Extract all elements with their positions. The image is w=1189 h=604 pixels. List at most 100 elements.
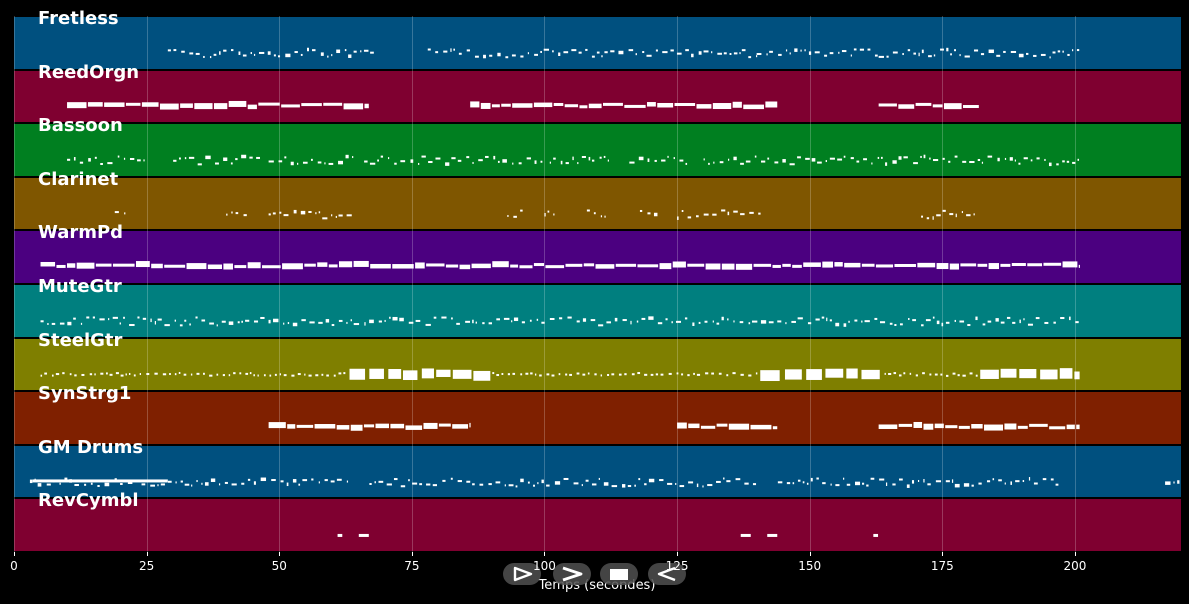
note-event (400, 485, 406, 488)
note-event (408, 321, 414, 324)
note-event (822, 481, 826, 484)
track-reedorgn[interactable]: ReedOrgn (14, 62, 1181, 124)
track-mutegtr[interactable]: MuteGtr (14, 276, 1181, 338)
note-event (253, 320, 259, 323)
note-event (981, 161, 984, 164)
note-event (164, 265, 186, 269)
note-events (67, 100, 979, 110)
note-event (729, 53, 732, 56)
note-event (247, 104, 257, 109)
note-event (654, 160, 657, 163)
note-event (197, 163, 202, 166)
note-event (920, 156, 922, 159)
note-event (885, 162, 888, 167)
note-event (577, 162, 579, 165)
note-event (598, 324, 604, 327)
note-event (660, 373, 664, 376)
rewind-button[interactable] (648, 563, 686, 585)
note-event (1062, 160, 1065, 163)
note-event (969, 372, 973, 375)
note-event (287, 424, 296, 429)
note-event (451, 317, 453, 320)
track-name: Fretless (38, 8, 119, 29)
note-event (954, 49, 956, 52)
note-event (615, 264, 637, 268)
note-event (302, 478, 308, 481)
piano-roll-plot[interactable]: Fretless ReedOrgn Bassoon Clarinet WarmPd Mut… (14, 8, 1181, 552)
note-event (808, 51, 812, 55)
note-event (1053, 321, 1056, 324)
note-event (1027, 323, 1033, 326)
note-event (964, 55, 970, 58)
note-event (317, 262, 328, 268)
track-gm-drums[interactable]: GM Drums (14, 437, 1181, 499)
note-event (304, 373, 306, 376)
note-event (318, 211, 321, 214)
note-event (399, 317, 404, 322)
note-event (923, 154, 926, 159)
note-event (978, 482, 982, 485)
note-event (520, 372, 523, 375)
note-event (369, 368, 384, 379)
track-synstrg1[interactable]: SynStrg1 (14, 383, 1181, 445)
play-button[interactable] (503, 563, 541, 585)
note-event (533, 484, 535, 487)
note-event (390, 424, 405, 429)
note-event (677, 216, 679, 220)
note-event (370, 51, 374, 54)
note-event (817, 161, 822, 164)
note-event (286, 482, 289, 486)
note-event (283, 373, 287, 376)
note-event (331, 324, 335, 327)
note-event (917, 479, 920, 482)
note-event (960, 263, 977, 267)
note-event (301, 102, 322, 106)
track-bassoon[interactable]: Bassoon (14, 115, 1181, 177)
track-fretless[interactable]: Fretless (14, 8, 1181, 70)
note-event (129, 158, 135, 161)
note-event (392, 264, 414, 269)
note-event (962, 161, 967, 164)
note-event (537, 481, 539, 484)
note-event (959, 54, 961, 57)
track-name: SynStrg1 (38, 383, 132, 405)
note-event (209, 56, 212, 59)
note-event (249, 371, 252, 374)
track-steelgtr[interactable]: SteelGtr (14, 330, 1181, 392)
note-event (703, 158, 705, 161)
note-event (489, 54, 493, 57)
note-event (257, 374, 259, 377)
track-warmpd[interactable]: WarmPd (14, 222, 1181, 284)
note-event (756, 53, 762, 56)
note-event (760, 369, 780, 381)
note-event (1044, 159, 1046, 162)
note-event (474, 55, 479, 58)
note-event (934, 423, 944, 429)
note-event (421, 368, 434, 378)
note-event (892, 51, 898, 54)
chevron-right-icon (562, 566, 583, 582)
x-tick (809, 552, 811, 556)
note-event (850, 157, 854, 160)
note-event (533, 102, 553, 107)
track-clarinet[interactable]: Clarinet (14, 169, 1181, 231)
note-event (1010, 50, 1017, 53)
note-event (120, 482, 123, 485)
note-event (648, 316, 654, 320)
note-event (459, 265, 471, 270)
x-tick (411, 552, 413, 556)
note-event (923, 478, 925, 483)
fast-forward-button[interactable] (553, 563, 591, 585)
note-event (540, 50, 542, 53)
note-event (955, 213, 957, 217)
track-revcymbl[interactable]: RevCymbl (14, 490, 1181, 552)
note-event (338, 319, 343, 322)
note-event (676, 372, 679, 375)
note-event (877, 157, 880, 160)
note-event (496, 318, 501, 321)
note-event (40, 262, 56, 267)
x-tick (942, 552, 944, 556)
note-event (940, 48, 944, 51)
note-event (59, 322, 65, 325)
stop-button[interactable] (600, 563, 638, 585)
